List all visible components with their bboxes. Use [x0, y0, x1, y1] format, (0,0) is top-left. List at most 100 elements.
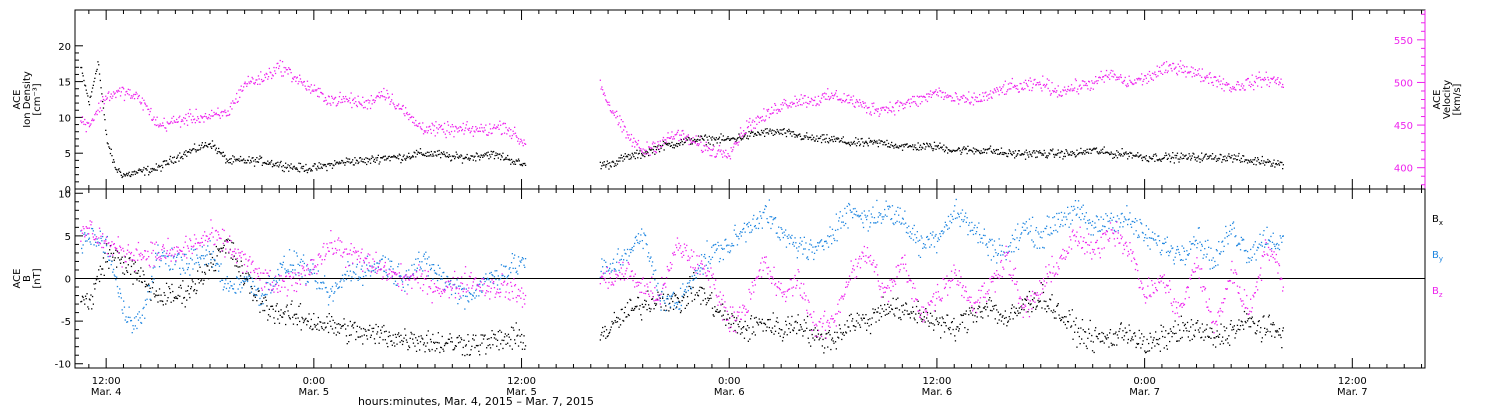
data-point	[817, 329, 819, 331]
data-point	[943, 98, 945, 100]
data-point	[1186, 330, 1188, 332]
data-point	[211, 266, 214, 268]
data-point	[1203, 80, 1205, 82]
data-point	[987, 148, 989, 150]
data-point	[760, 322, 763, 325]
data-point	[898, 105, 901, 107]
data-point	[237, 266, 239, 268]
data-point	[317, 165, 319, 167]
data-point	[1242, 87, 1244, 89]
data-point	[732, 322, 735, 325]
data-point	[192, 281, 194, 283]
data-point	[81, 295, 84, 297]
data-point	[864, 102, 866, 104]
data-point	[1237, 81, 1239, 83]
data-point	[338, 96, 341, 98]
data-point	[365, 157, 367, 159]
data-point	[1054, 311, 1056, 313]
data-point	[462, 346, 464, 349]
data-point	[862, 102, 865, 104]
data-point	[793, 133, 795, 135]
data-point	[698, 289, 700, 292]
data-point	[1123, 79, 1126, 82]
data-point	[1102, 152, 1105, 154]
data-point	[252, 78, 254, 80]
data-point	[202, 283, 204, 285]
data-point	[385, 330, 387, 332]
data-point	[1006, 155, 1008, 157]
data-point	[274, 164, 276, 167]
data-point	[137, 172, 139, 174]
data-point	[840, 331, 842, 334]
data-point	[845, 142, 847, 144]
data-point	[1228, 83, 1230, 85]
data-point	[93, 119, 95, 121]
data-point	[408, 345, 410, 347]
data-point	[1052, 90, 1054, 92]
data-point	[852, 143, 854, 145]
data-point	[1168, 65, 1170, 67]
data-point	[1136, 78, 1138, 80]
data-point	[502, 123, 504, 125]
data-point	[628, 134, 630, 136]
data-point	[799, 98, 801, 101]
data-point	[1230, 91, 1232, 93]
data-point	[868, 137, 870, 139]
data-point	[1257, 157, 1259, 159]
data-point	[950, 151, 953, 153]
data-point	[261, 293, 263, 295]
data-point	[1088, 81, 1091, 83]
data-point	[1178, 340, 1180, 342]
data-point	[723, 139, 725, 142]
data-point	[872, 143, 874, 145]
data-point	[288, 170, 290, 172]
data-point	[210, 259, 212, 261]
data-point	[274, 277, 276, 279]
data-point	[900, 318, 902, 321]
data-point	[1095, 80, 1098, 82]
data-point	[1216, 86, 1218, 88]
data-point	[207, 146, 209, 148]
data-point	[356, 160, 358, 162]
data-point	[959, 99, 961, 101]
data-point	[1196, 160, 1198, 162]
data-point	[1237, 328, 1239, 330]
data-point	[961, 321, 964, 323]
data-point	[128, 257, 130, 260]
data-point	[1220, 80, 1222, 82]
data-point	[868, 106, 870, 109]
data-point	[1046, 157, 1048, 159]
data-point	[760, 134, 762, 136]
data-point	[1165, 154, 1168, 156]
data-point	[302, 167, 304, 170]
data-point	[1062, 317, 1064, 319]
data-point	[1127, 83, 1129, 85]
data-point	[600, 334, 602, 336]
data-point	[1193, 153, 1195, 155]
data-point	[109, 152, 112, 155]
data-point	[1021, 299, 1024, 301]
data-point	[334, 163, 337, 165]
data-point	[715, 137, 717, 139]
data-point	[1137, 77, 1140, 79]
data-point	[1057, 85, 1059, 87]
data-point	[1222, 83, 1224, 85]
data-point	[1088, 152, 1090, 154]
data-point	[620, 308, 622, 311]
data-point	[851, 143, 853, 145]
data-point	[1060, 152, 1062, 154]
data-point	[687, 134, 689, 136]
data-point	[1270, 77, 1272, 80]
data-point	[451, 155, 453, 157]
data-point	[378, 342, 380, 344]
data-point	[127, 173, 129, 175]
data-point	[405, 157, 408, 159]
data-point	[1106, 75, 1108, 78]
data-point	[1010, 82, 1013, 85]
data-point	[240, 260, 242, 262]
data-point	[619, 318, 621, 320]
data-point	[697, 294, 699, 296]
data-point	[472, 334, 474, 336]
data-point	[169, 288, 171, 290]
data-point	[761, 131, 763, 134]
